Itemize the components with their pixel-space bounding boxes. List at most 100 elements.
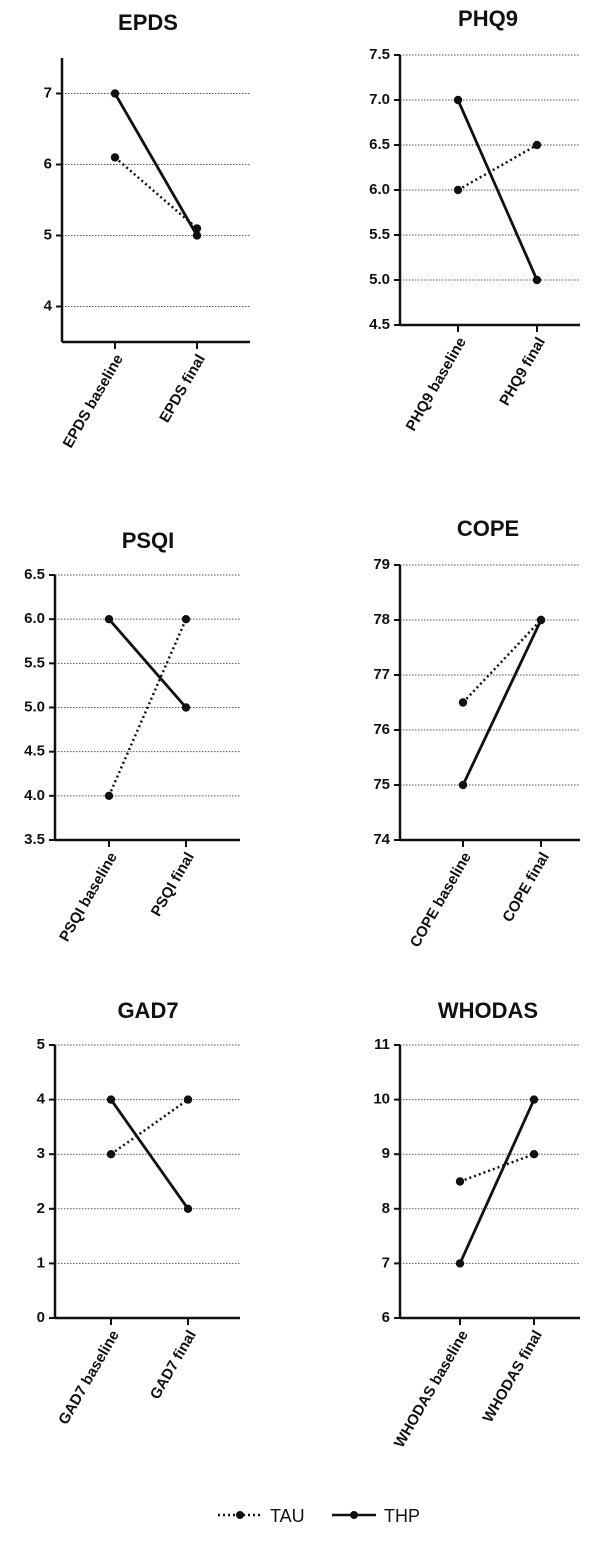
y-tick-label-gad7: 4 [37,1091,46,1108]
y-tick-label-cope: 75 [373,776,390,793]
x-category-label-cope: COPE baseline [407,849,475,950]
data-point-tau-whodas [529,1150,539,1159]
legend-marker-thp [350,1511,358,1519]
data-point-thp-psqi [181,703,191,712]
y-tick-label-psqi: 3.5 [24,831,45,848]
data-point-thp-phq9 [532,275,542,285]
legend-item-tau: TAU [218,1506,305,1526]
legend-label-thp: THP [384,1506,420,1526]
legend-marker-tau [236,1511,244,1519]
series-line-tau-psqi [107,618,188,797]
y-tick-label-phq9: 5.5 [369,226,390,243]
data-point-tau-whodas [455,1177,465,1186]
x-category-label-gad7: GAD7 baseline [55,1327,123,1427]
data-point-tau-psqi [104,791,114,801]
y-tick-label-whodas: 9 [382,1145,390,1162]
panel-title-epds: EPDS [118,10,178,35]
legend-item-thp: THP [332,1506,420,1526]
y-tick-label-phq9: 7.5 [369,46,390,63]
y-tick-label-psqi: 6.0 [24,610,45,627]
y-tick-label-gad7: 3 [37,1145,45,1162]
data-point-thp-whodas [529,1095,539,1104]
data-point-thp-gad7 [183,1204,193,1214]
data-point-tau-epds [110,153,120,162]
x-category-label-cope: COPE final [499,849,552,925]
panel-phq9: PHQ9 4.5 5.0 5.5 6.0 6.5 7.0 7.5 PHQ9 baseline PH… [369,6,580,434]
series-line-thp-psqi [107,618,188,709]
data-point-thp-psqi [104,614,114,624]
series-line-tau-cope [462,619,542,704]
data-point-thp-epds [110,89,120,98]
y-tick-label-gad7: 1 [37,1254,45,1271]
panel-title-whodas: WHODAS [438,998,538,1023]
y-tick-label-psqi: 6.5 [24,566,45,583]
series-line-tau-whodas [459,1153,535,1183]
x-category-label-phq9: PHQ9 baseline [403,334,470,433]
y-tick-label-epds: 6 [44,155,52,172]
series-line-thp-epds [113,92,199,237]
data-point-thp-gad7 [106,1095,116,1104]
data-point-thp-whodas [455,1259,465,1268]
y-tick-label-phq9: 6.5 [369,136,390,153]
y-tick-label-epds: 7 [44,84,52,101]
y-tick-label-cope: 77 [373,666,390,683]
x-category-label-psqi: PSQI baseline [56,849,121,944]
panel-title-phq9: PHQ9 [458,6,518,31]
series-line-tau-epds [114,156,198,230]
series-line-thp-gad7 [109,1098,190,1210]
x-category-label-whodas: WHODAS baseline [391,1327,472,1450]
data-point-tau-psqi [181,614,191,624]
panel-gad7: GAD7 0 1 2 3 4 5 GAD7 baseline GAD7 final [37,998,240,1428]
y-tick-label-cope: 76 [373,721,390,738]
panel-whodas: WHODAS 6 7 8 9 10 11 WHODAS baseline WHODAS fina… [373,998,580,1451]
data-point-tau-gad7 [183,1095,193,1104]
x-category-label-phq9: PHQ9 final [496,334,549,408]
data-point-tau-gad7 [106,1150,116,1159]
y-tick-label-whodas: 7 [382,1254,390,1271]
series-line-tau-phq9 [457,143,538,192]
y-tick-label-phq9: 6.0 [369,181,390,198]
y-tick-label-psqi: 5.0 [24,698,45,715]
x-category-label-epds: EPDS baseline [60,351,127,450]
legend: TAU THP [218,1506,420,1526]
data-point-thp-epds [192,231,202,240]
y-tick-label-whodas: 6 [382,1309,390,1326]
data-point-tau-phq9 [532,140,542,150]
y-tick-label-psqi: 5.5 [24,654,45,671]
y-tick-label-epds: 4 [44,297,53,314]
data-point-thp-cope [458,780,468,790]
panel-title-cope: COPE [457,516,519,541]
series-line-thp-whodas [458,1099,536,1264]
data-point-tau-cope [458,698,468,707]
y-tick-label-cope: 78 [373,611,390,628]
y-tick-label-gad7: 5 [37,1036,45,1053]
y-tick-label-cope: 79 [373,556,390,573]
data-point-thp-phq9 [453,95,463,105]
y-tick-label-phq9: 4.5 [369,316,390,333]
x-category-label-psqi: PSQI final [148,849,198,919]
y-tick-label-whodas: 10 [373,1091,390,1108]
data-point-thp-cope [536,615,546,625]
y-tick-label-gad7: 2 [37,1200,45,1217]
panel-title-psqi: PSQI [122,528,175,553]
y-tick-label-epds: 5 [44,226,52,243]
y-tick-label-whodas: 8 [382,1200,390,1217]
x-category-label-whodas: WHODAS final [480,1327,546,1425]
x-category-label-epds: EPDS final [156,351,209,425]
y-tick-label-phq9: 7.0 [369,91,390,108]
panel-title-gad7: GAD7 [117,998,178,1023]
panel-cope: COPE 74 75 76 77 78 79 COPE baseline COPE final [373,516,580,950]
legend-label-tau: TAU [270,1506,305,1526]
y-tick-label-psqi: 4.0 [24,787,45,804]
y-tick-label-phq9: 5.0 [369,271,390,288]
series-line-thp-phq9 [456,99,539,281]
y-tick-label-cope: 74 [373,831,390,848]
series-line-tau-gad7 [110,1098,189,1156]
y-tick-label-whodas: 11 [374,1036,390,1053]
data-point-tau-phq9 [453,185,463,195]
panel-epds: EPDS 4 5 6 7 EPDS baseline EPDS final [44,10,250,451]
y-tick-label-psqi: 4.5 [24,743,45,760]
panel-psqi: PSQI 3.5 4.0 4.5 5.0 5.5 6.0 6.5 PSQI baseline PS… [24,528,240,945]
y-tick-label-gad7: 0 [37,1309,45,1326]
